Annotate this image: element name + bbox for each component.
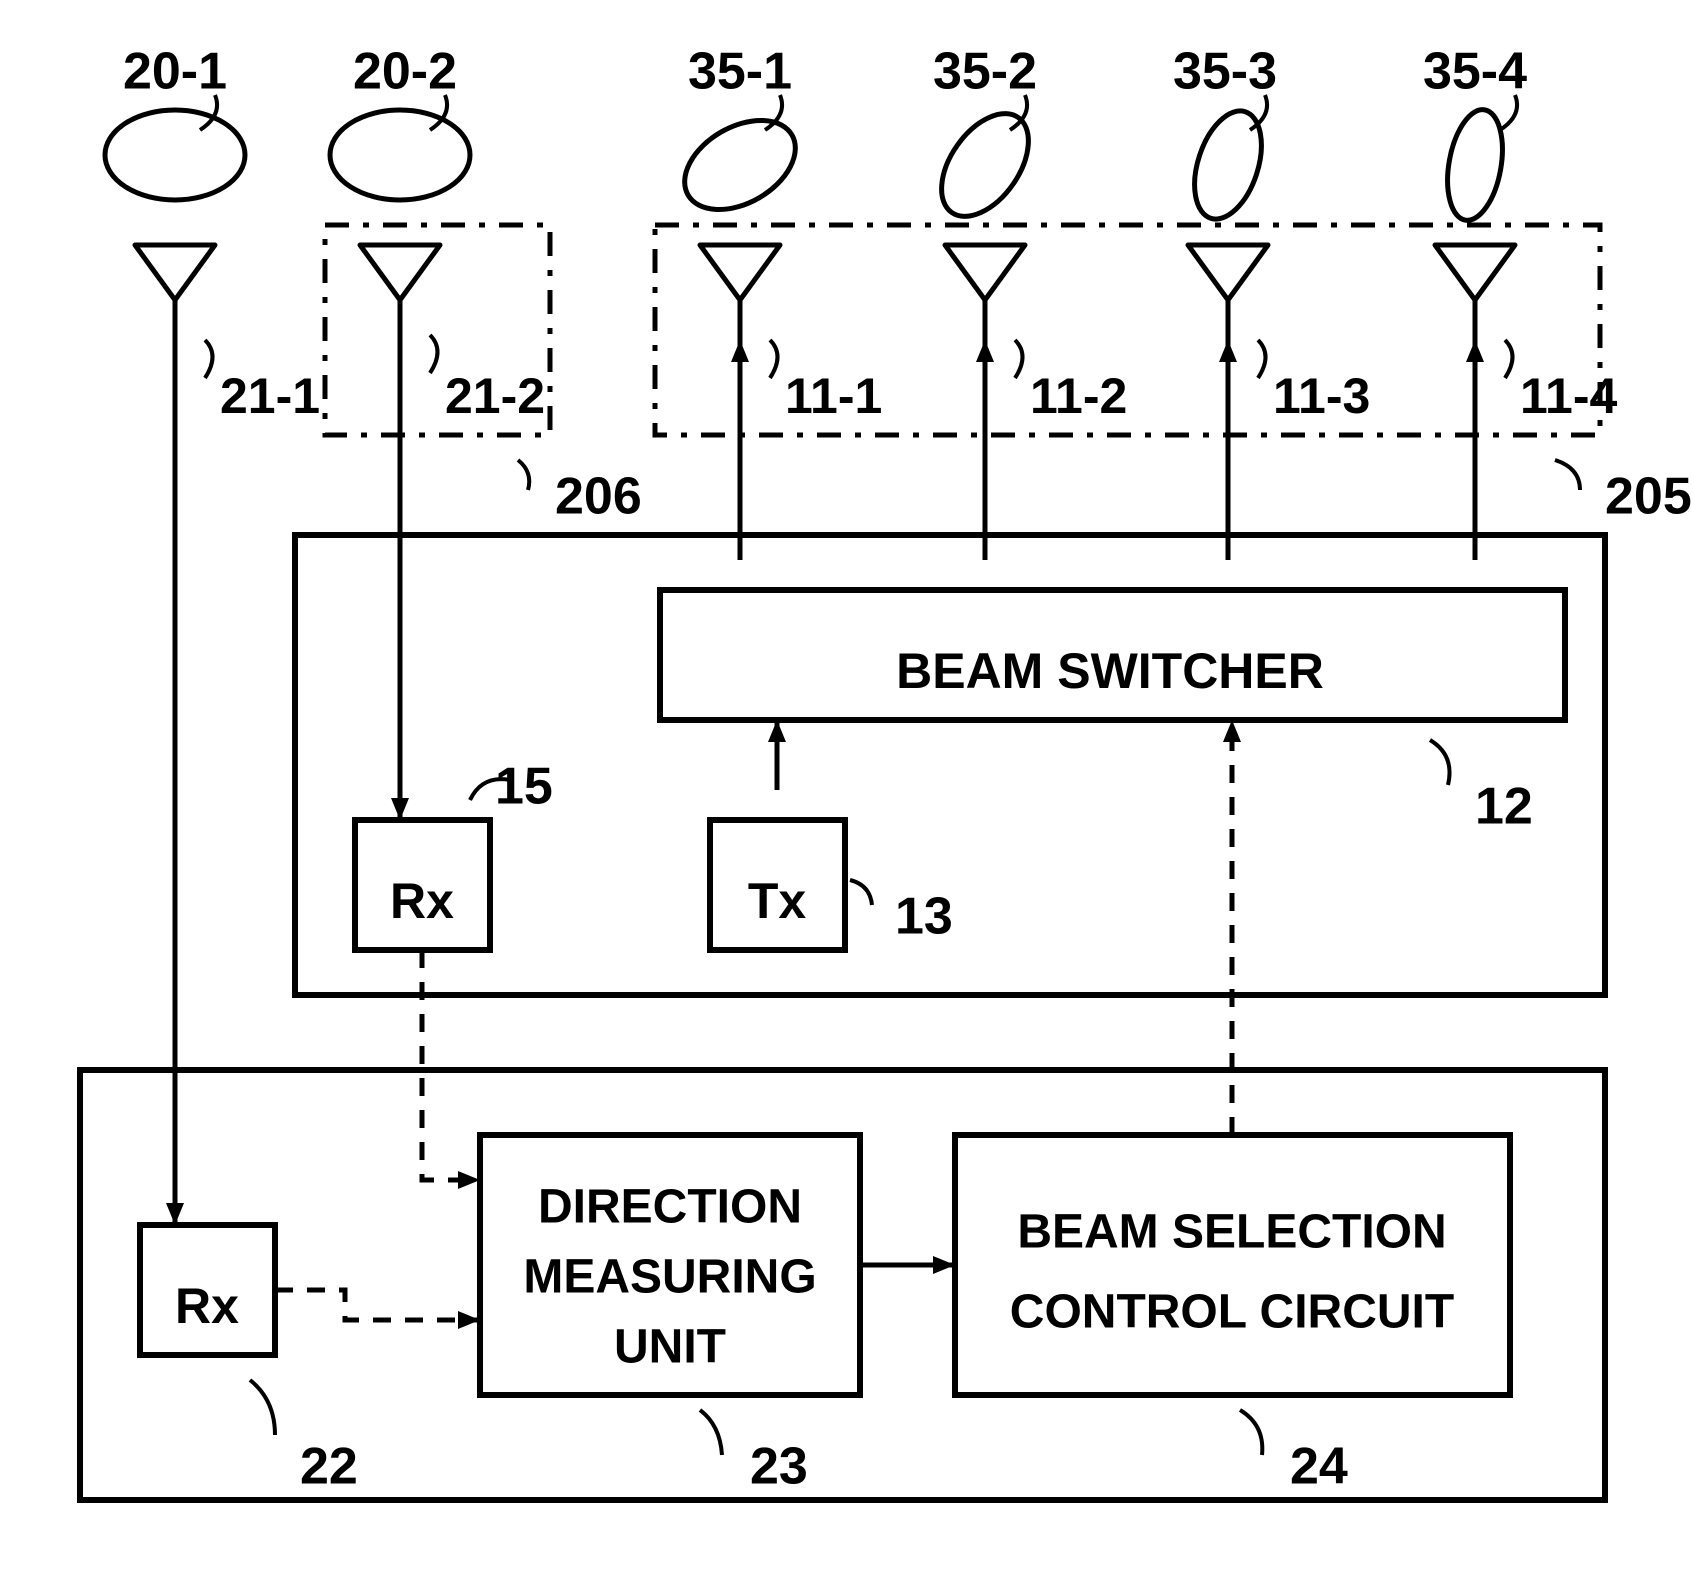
tx-0-antenna-icon <box>700 245 780 300</box>
block-dir_meas-label-2: UNIT <box>614 1321 726 1374</box>
block-beam_switcher-label: BEAM SWITCHER <box>896 643 1324 699</box>
tx-ant-3-ref: 11-4 <box>1520 368 1618 424</box>
tx-beam-0-ref: 35-1 <box>688 43 792 101</box>
rx-0-antenna-icon <box>135 245 215 300</box>
tx-beam-1 <box>924 98 1046 232</box>
rx-ant-0-ref: 21-1 <box>220 368 320 424</box>
tx-beam-0 <box>669 102 811 228</box>
block-beam_sel <box>955 1135 1510 1395</box>
tx-beam-3 <box>1440 105 1511 224</box>
antenna-group-tx-leader <box>1555 460 1580 490</box>
block-beam_sel-ref: 24 <box>1290 1438 1348 1496</box>
block-beam_sel-label-0: BEAM SELECTION <box>1017 1206 1446 1259</box>
antenna-group-rx-leader <box>518 460 529 490</box>
tx-1-antenna-icon <box>945 245 1025 300</box>
block-tx-ref: 13 <box>895 888 953 946</box>
antenna-group-rx-ref: 206 <box>555 468 642 526</box>
arrowhead <box>1219 340 1237 362</box>
arrowhead <box>1466 340 1484 362</box>
tx-ant-0-ref: 11-1 <box>785 368 882 424</box>
tx-beam-3-ref: 35-4 <box>1423 43 1527 101</box>
rx-1-antenna-icon <box>360 245 440 300</box>
block-dir_meas-ref: 23 <box>750 1438 808 1496</box>
tx-beam-2-ref: 35-3 <box>1173 43 1277 101</box>
rx-beam-1-ref: 20-2 <box>353 43 457 101</box>
antenna-group-tx-ref: 205 <box>1605 468 1692 526</box>
block-dir_meas-label-1: MEASURING <box>523 1251 816 1304</box>
block-rx_upper-label: Rx <box>390 873 454 929</box>
block-rx_lower-ref: 22 <box>300 1438 358 1496</box>
block-beam_sel-label-1: CONTROL CIRCUIT <box>1010 1286 1454 1339</box>
block-beam_switcher-ref: 12 <box>1475 778 1533 836</box>
tx-ant-0-leader <box>770 340 778 378</box>
arrowhead <box>731 340 749 362</box>
block-tx-label: Tx <box>748 873 807 929</box>
rx-beam-1 <box>330 110 470 200</box>
tx-ant-2-ref: 11-3 <box>1273 368 1370 424</box>
tx-beam-1-ref: 35-2 <box>933 43 1037 101</box>
block-rx_upper-ref: 15 <box>495 758 553 816</box>
rx-beam-0 <box>105 110 245 200</box>
rx-ant-1-leader <box>430 335 438 373</box>
rx-ant-1-ref: 21-2 <box>445 368 545 424</box>
tx-ant-1-ref: 11-2 <box>1030 368 1127 424</box>
arrowhead <box>976 340 994 362</box>
tx-ant-2-leader <box>1258 340 1266 378</box>
rx-beam-0-ref: 20-1 <box>123 43 227 101</box>
block-dir_meas-label-0: DIRECTION <box>538 1181 802 1234</box>
block-rx_lower-label: Rx <box>175 1278 239 1334</box>
tx-2-antenna-icon <box>1188 245 1268 300</box>
tx-3-antenna-icon <box>1435 245 1515 300</box>
tx-ant-1-leader <box>1015 340 1023 378</box>
rx-ant-0-leader <box>205 340 213 378</box>
tx-ant-3-leader <box>1505 340 1513 378</box>
